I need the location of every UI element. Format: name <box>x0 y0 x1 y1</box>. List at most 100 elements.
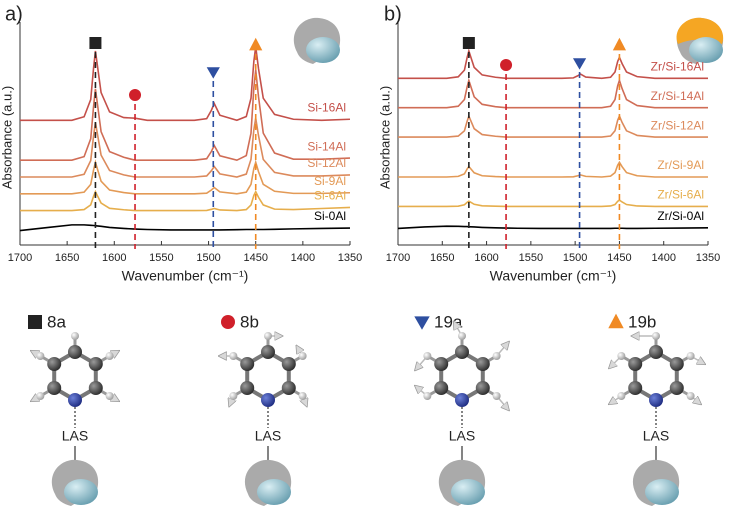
band-marker <box>129 89 142 101</box>
x-tick-label: 1600 <box>102 252 126 264</box>
nitrogen-atom <box>649 393 663 407</box>
carbon-atom <box>434 357 449 371</box>
particle-coating <box>676 17 724 44</box>
carbon-atom <box>281 381 296 395</box>
mode-marker <box>221 315 235 329</box>
hydrogen-atom <box>423 352 432 360</box>
carbon-atom <box>47 357 62 371</box>
particle-sphere <box>257 479 291 505</box>
x-tick-label: 1700 <box>386 252 410 264</box>
x-tick-label: 1400 <box>291 252 315 264</box>
hydrogen-atom <box>298 392 307 400</box>
hydrogen-atom <box>264 332 272 340</box>
band-marker <box>249 37 263 51</box>
hydrogen-atom <box>423 392 432 400</box>
nitrogen-atom <box>261 393 275 407</box>
hydrogen-atom <box>617 352 626 360</box>
nitrogen-atom <box>68 393 82 407</box>
band-marker <box>89 37 102 49</box>
y-axis-label: Absorbance (a.u.) <box>377 86 392 189</box>
hydrogen-atom <box>492 352 501 360</box>
spectrum-line <box>398 77 708 109</box>
hydrogen-atom <box>298 352 307 360</box>
series-label: Si-9Al <box>314 174 346 188</box>
site-label: LAS <box>643 428 669 444</box>
spectrum-line <box>20 118 351 178</box>
carbon-atom <box>68 345 82 359</box>
hydrogen-atom <box>652 332 660 340</box>
x-tick-label: 1550 <box>149 252 173 264</box>
hydrogen-atom <box>686 352 695 360</box>
hydrogen-atom <box>71 332 79 340</box>
carbon-atom <box>281 357 296 371</box>
spectrum-line <box>20 189 351 212</box>
carbon-atom <box>240 357 255 371</box>
hydrogen-atom <box>229 392 238 400</box>
spectrum-line <box>398 113 708 138</box>
panel-label: b) <box>384 3 402 25</box>
spectrum-line <box>398 48 708 80</box>
spectrum-line <box>397 225 709 230</box>
series-label: Si-6Al <box>314 189 346 203</box>
hydrogen-atom <box>105 392 114 400</box>
mode-marker <box>414 316 430 330</box>
spectrum-line <box>20 69 351 162</box>
hydrogen-atom <box>229 352 238 360</box>
mode-label: 8b <box>240 312 259 331</box>
carbon-atom <box>628 357 643 371</box>
series-label: Zr/Si-6Al <box>657 188 704 202</box>
hydrogen-atom <box>36 392 45 400</box>
x-axis-label: Wavenumber (cm⁻¹) <box>490 268 617 284</box>
carbon-atom <box>475 357 490 371</box>
carbon-atom <box>47 381 62 395</box>
particle-sphere <box>451 479 485 505</box>
site-label: LAS <box>255 428 281 444</box>
mode-label: 8a <box>47 312 66 331</box>
carbon-atom <box>628 381 643 395</box>
spectrum-line <box>20 159 351 195</box>
x-tick-label: 1650 <box>55 252 79 264</box>
spectrum-line <box>398 199 708 208</box>
particle-sphere <box>645 479 679 505</box>
series-label: Si-16Al <box>307 100 346 114</box>
spectrum-line <box>19 224 351 232</box>
carbon-atom <box>669 381 684 395</box>
mode-label: 19b <box>628 312 656 331</box>
band-marker <box>572 58 587 70</box>
particle-sphere <box>306 37 340 63</box>
carbon-atom <box>475 381 490 395</box>
series-label: Si-12Al <box>307 156 346 170</box>
panel-label: a) <box>5 3 23 25</box>
x-tick-label: 1450 <box>243 252 267 264</box>
hydrogen-atom <box>686 392 695 400</box>
carbon-atom <box>455 345 469 359</box>
hydrogen-atom <box>492 392 501 400</box>
series-label: Si-14Al <box>307 139 346 153</box>
band-marker <box>612 37 627 51</box>
carbon-atom <box>669 357 684 371</box>
hydrogen-atom <box>105 352 114 360</box>
series-label: Zr/Si-16Al <box>651 59 704 73</box>
particle-sphere <box>689 37 723 63</box>
band-marker <box>500 59 513 71</box>
carbon-atom <box>434 381 449 395</box>
series-label: Zr/Si-9Al <box>657 158 704 172</box>
series-label: Si-0Al <box>314 209 346 223</box>
carbon-atom <box>88 357 103 371</box>
x-tick-label: 1500 <box>196 252 220 264</box>
x-tick-label: 1450 <box>607 252 631 264</box>
carbon-atom <box>261 345 275 359</box>
y-axis-label: Absorbance (a.u.) <box>0 86 14 189</box>
x-tick-label: 1550 <box>519 252 543 264</box>
x-tick-label: 1650 <box>430 252 454 264</box>
mode-marker <box>28 315 42 329</box>
band-marker <box>206 67 220 79</box>
carbon-atom <box>240 381 255 395</box>
site-label: LAS <box>62 428 88 444</box>
hydrogen-atom <box>617 392 626 400</box>
carbon-atom <box>88 381 103 395</box>
x-tick-label: 1500 <box>563 252 587 264</box>
spectrum-line <box>20 46 351 122</box>
